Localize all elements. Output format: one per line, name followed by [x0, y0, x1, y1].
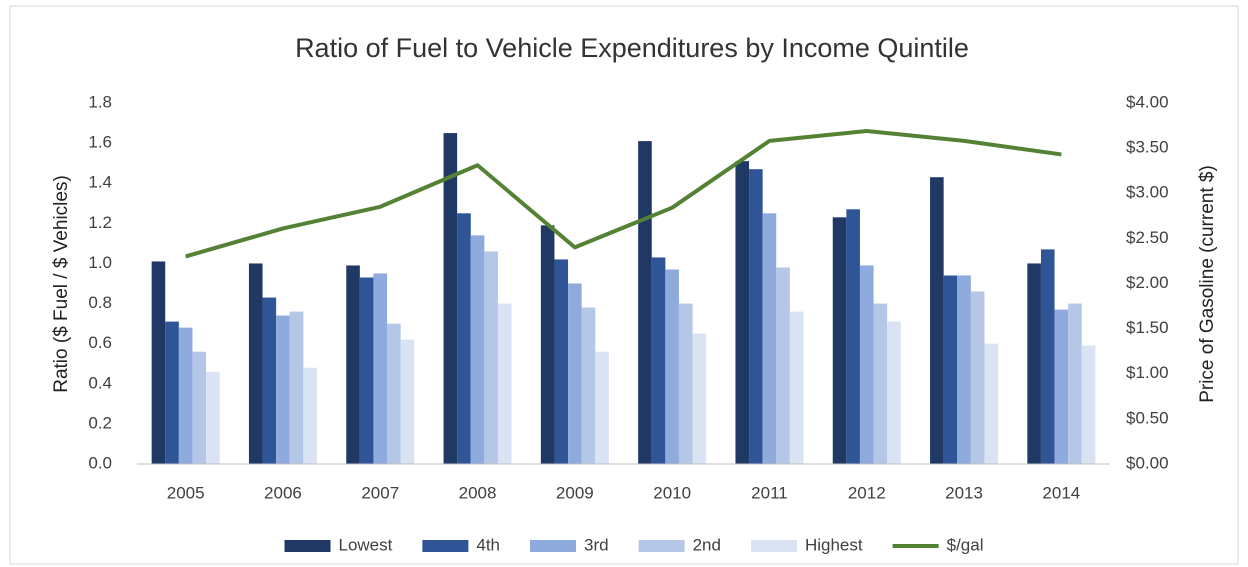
legend-label: 3rd [584, 535, 609, 554]
bar [957, 275, 971, 464]
x-tick-label: 2009 [556, 483, 594, 502]
y2-tick-label: $0.50 [1126, 408, 1169, 427]
bar [735, 161, 750, 464]
legend-label: Lowest [339, 535, 393, 554]
y-tick-label: 1.2 [88, 213, 112, 232]
bar [497, 303, 512, 464]
bar [595, 351, 609, 464]
bar [568, 283, 582, 464]
y-tick-label: 1.8 [88, 92, 112, 111]
bar [1081, 345, 1096, 464]
bar [943, 275, 958, 464]
y2-tick-label: $1.00 [1126, 363, 1169, 382]
bar [387, 323, 401, 464]
y-tick-label: 0.4 [88, 373, 112, 392]
x-tick-label: 2007 [361, 483, 399, 502]
bar [165, 321, 179, 464]
y2-tick-label: $4.00 [1126, 92, 1169, 111]
bar [1040, 249, 1055, 464]
bar [151, 261, 166, 464]
y2-tick-label: $2.00 [1126, 273, 1169, 292]
chart-title: Ratio of Fuel to Vehicle Expenditures by… [295, 33, 969, 63]
y-tick-label: 1.0 [88, 253, 112, 272]
bar [262, 297, 277, 464]
bar [789, 311, 804, 464]
y-tick-label: 0.8 [88, 293, 112, 312]
bar [776, 267, 790, 464]
bar [692, 333, 707, 464]
y-tick-label: 0.6 [88, 333, 112, 352]
bar [762, 213, 777, 464]
bar [581, 307, 596, 464]
legend-swatch [284, 540, 331, 552]
x-tick-label: 2011 [751, 483, 788, 502]
bar [651, 257, 666, 464]
bar [400, 339, 415, 464]
bar [178, 327, 193, 464]
bar [970, 291, 985, 464]
legend-label: $/gal [947, 535, 984, 554]
bar [206, 371, 220, 464]
bar [359, 277, 374, 464]
bar [930, 177, 944, 464]
legend-swatch [422, 540, 469, 552]
bar [859, 265, 874, 464]
x-tick-label: 2008 [459, 483, 497, 502]
bar [248, 263, 263, 464]
y-tick-label: 0.2 [88, 413, 112, 432]
line [185, 128, 1062, 259]
bar [373, 273, 388, 464]
legend-label: 2nd [693, 535, 721, 554]
y2-tick-label: $2.50 [1126, 228, 1169, 247]
legend-swatch [638, 540, 685, 552]
bar [554, 259, 569, 464]
bar [192, 351, 207, 464]
bar [1027, 263, 1041, 464]
y-axis-title: Ratio ($ Fuel / $ Vehicles) [51, 175, 72, 393]
y2-tick-label: $1.50 [1126, 318, 1169, 337]
y2-axis-title: Price of Gasoline (current $) [1197, 165, 1218, 403]
x-tick-label: 2012 [848, 483, 886, 502]
x-tick-label: 2006 [264, 483, 302, 502]
x-tick-label: 2013 [945, 483, 983, 502]
bar [470, 235, 485, 464]
bar [984, 343, 999, 464]
bar [749, 169, 763, 464]
x-tick-label: 2014 [1042, 483, 1080, 502]
bar [1054, 309, 1069, 464]
bar [846, 209, 860, 464]
legend-swatch [530, 540, 577, 552]
bar [678, 303, 693, 464]
bar [443, 133, 458, 465]
x-tick-label: 2005 [167, 483, 205, 502]
bar [873, 303, 888, 464]
legend-swatch [750, 540, 797, 552]
bar [832, 217, 847, 464]
bar [638, 141, 652, 464]
legend-label: 4th [476, 535, 500, 554]
bar [665, 269, 679, 464]
bar [887, 321, 901, 464]
y2-tick-label: $3.00 [1126, 183, 1169, 202]
bar [276, 315, 290, 464]
legend-label: Highest [805, 535, 863, 554]
y2-tick-label: $3.50 [1126, 138, 1169, 157]
y-tick-label: 0.0 [88, 453, 112, 472]
bar [303, 367, 317, 464]
bar [484, 251, 498, 464]
y2-tick-label: $0.00 [1126, 453, 1169, 472]
y-tick-label: 1.4 [88, 173, 112, 192]
bar [289, 311, 304, 464]
bar [1068, 303, 1082, 464]
bar [457, 213, 471, 464]
bar [346, 265, 360, 464]
y-tick-label: 1.6 [88, 133, 112, 152]
bar [540, 225, 555, 464]
x-tick-label: 2010 [653, 483, 691, 502]
